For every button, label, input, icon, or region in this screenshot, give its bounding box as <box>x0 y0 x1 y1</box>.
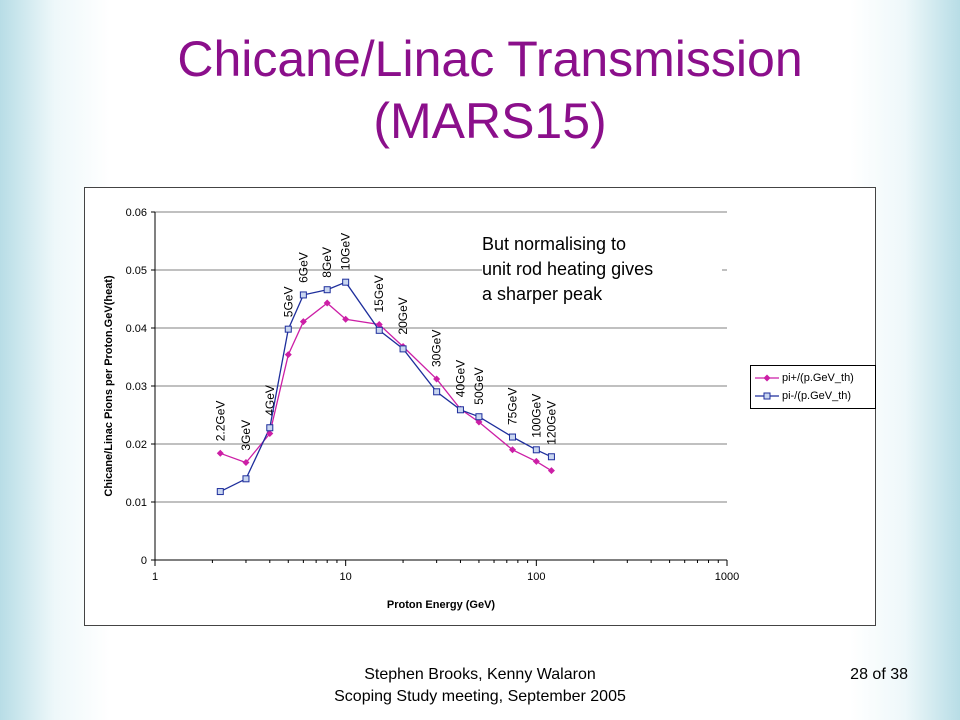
title-line-1: Chicane/Linac Transmission <box>177 31 803 87</box>
data-point-pi-plus <box>342 315 350 323</box>
point-label-energy: 75GeV <box>506 388 520 425</box>
data-point-pi-minus <box>509 433 517 441</box>
data-point-pi-plus <box>242 459 250 467</box>
annotation-line-3: a sharper peak <box>482 284 603 304</box>
point-label-energy: 15GeV <box>372 275 386 312</box>
point-label-energy: 2.2GeV <box>213 401 227 442</box>
data-point-pi-plus <box>433 375 441 383</box>
slide-footer: Stephen Brooks, Kenny Walaron Scoping St… <box>290 664 670 708</box>
x-tick-label: 1000 <box>715 571 739 583</box>
x-axis-label: Proton Energy (GeV) <box>387 599 496 611</box>
annotation-line-2: unit rod heating gives <box>482 259 654 279</box>
y-tick-label: 0.06 <box>126 207 147 219</box>
legend-swatch-pi-plus <box>755 374 779 382</box>
y-axis-label: Chicane/Linac Pions per Proton.GeV(heat) <box>103 275 115 497</box>
data-point-pi-plus <box>299 318 307 326</box>
point-label-energy: 8GeV <box>320 247 334 278</box>
legend-item-pi-plus: pi+/(p.GeV_th) <box>755 370 854 386</box>
legend-item-pi-minus: pi-/(p.GeV_th) <box>755 388 851 404</box>
data-point-pi-plus <box>375 321 383 329</box>
legend-swatch-pi-minus <box>755 392 779 400</box>
point-label-energy: 120GeV <box>544 401 558 445</box>
point-label-energy: 10GeV <box>339 233 353 270</box>
y-tick-label: 0.05 <box>126 265 147 277</box>
point-label-energy: 100GeV <box>529 394 543 438</box>
data-point-pi-plus <box>509 446 517 454</box>
y-tick-label: 0.02 <box>126 439 147 451</box>
legend-label-pi-minus: pi-/(p.GeV_th) <box>782 390 852 402</box>
data-point-pi-plus <box>323 299 331 307</box>
footer-authors: Stephen Brooks, Kenny Walaron <box>364 666 596 683</box>
point-label-energy: 30GeV <box>430 330 444 367</box>
x-tick-label: 10 <box>340 571 352 583</box>
y-tick-label: 0.01 <box>126 497 147 509</box>
footer-meeting: Scoping Study meeting, September 2005 <box>334 688 626 705</box>
annotation-line-1: But normalising to <box>482 234 627 254</box>
point-label-energy: 6GeV <box>296 252 310 283</box>
data-point-pi-minus <box>266 424 274 432</box>
data-point-pi-minus <box>399 345 407 353</box>
point-label-energy: 3GeV <box>239 420 253 451</box>
data-point-pi-minus <box>242 475 250 483</box>
data-point-pi-plus <box>547 467 555 475</box>
data-point-pi-plus <box>284 351 292 359</box>
slide-title: Chicane/Linac Transmission (MARS15) <box>80 28 900 152</box>
data-point-pi-minus <box>323 286 331 294</box>
y-tick-label: 0 <box>141 555 147 567</box>
point-label-energy: 40GeV <box>454 360 468 397</box>
chart-area: 0 0.01 0.02 0.03 0.04 0.05 0.06 1 10 100 1000 2.2G… <box>84 187 876 626</box>
chart-legend: pi+/(p.GeV_th) pi-/(p.GeV_th) <box>750 365 876 409</box>
data-point-pi-minus <box>532 446 540 454</box>
data-point-pi-plus <box>216 449 224 457</box>
y-tick-label: 0.03 <box>126 381 147 393</box>
x-tick-label: 1 <box>152 571 158 583</box>
data-point-pi-minus <box>216 488 224 496</box>
data-point-pi-minus <box>284 325 292 333</box>
point-label-energy: 5GeV <box>281 287 295 318</box>
chart-annotation: But normalising to unit rod heating give… <box>482 232 722 307</box>
title-line-2: (MARS15) <box>373 93 607 149</box>
x-tick-label: 100 <box>527 571 545 583</box>
data-point-pi-plus <box>266 430 274 438</box>
y-tick-label: 0.04 <box>126 323 147 335</box>
data-point-pi-minus <box>299 291 307 299</box>
data-point-pi-minus <box>342 278 350 286</box>
data-point-pi-minus <box>375 326 383 334</box>
point-label-energy: 50GeV <box>472 367 486 404</box>
data-point-pi-minus <box>433 388 441 396</box>
data-point-pi-plus <box>532 457 540 465</box>
data-point-pi-minus <box>475 413 483 421</box>
point-label-energy: 20GeV <box>396 297 410 334</box>
data-point-pi-minus <box>456 406 464 414</box>
page-number: 28 of 38 <box>850 666 908 683</box>
legend-label-pi-plus: pi+/(p.GeV_th) <box>782 372 854 384</box>
data-point-pi-minus <box>547 453 555 461</box>
